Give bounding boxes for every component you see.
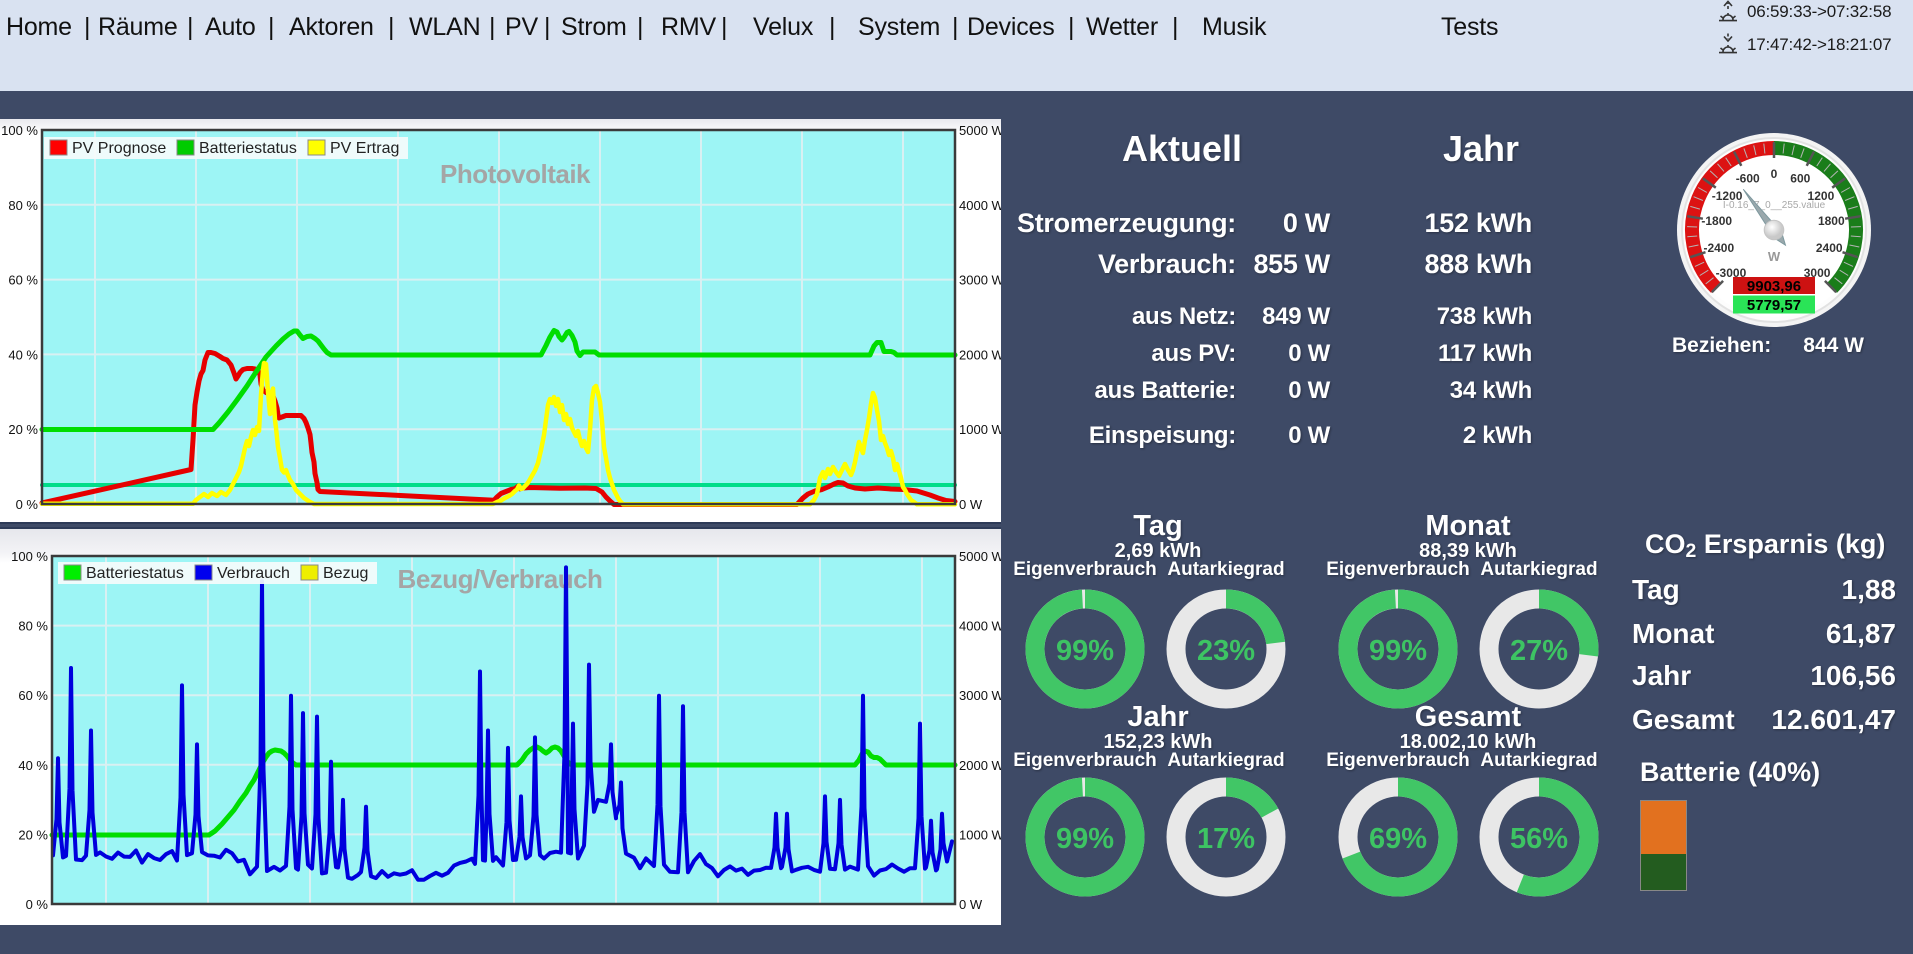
svg-text:0 %: 0 % xyxy=(26,897,49,912)
svg-text:I-0.16_7_0__255.value: I-0.16_7_0__255.value xyxy=(1723,200,1826,211)
svg-text:3000: 3000 xyxy=(1804,266,1831,280)
svg-text:40 %: 40 % xyxy=(18,758,48,773)
svg-text:5000 W: 5000 W xyxy=(959,549,1001,564)
svg-text:-600: -600 xyxy=(1736,171,1760,185)
svg-text:Bezug/Verbrauch: Bezug/Verbrauch xyxy=(398,564,603,594)
svg-text:99%: 99% xyxy=(1056,635,1114,667)
svg-text:0: 0 xyxy=(1771,167,1778,181)
svg-text:80 %: 80 % xyxy=(18,619,48,634)
svg-text:20 %: 20 % xyxy=(8,422,38,437)
svg-text:40 %: 40 % xyxy=(8,347,38,362)
svg-text:56%: 56% xyxy=(1510,823,1568,855)
svg-text:4000 W: 4000 W xyxy=(959,198,1001,213)
svg-text:60 %: 60 % xyxy=(8,273,38,288)
svg-text:1200: 1200 xyxy=(1808,189,1835,203)
svg-text:Batteriestatus: Batteriestatus xyxy=(199,140,297,157)
svg-text:-1200: -1200 xyxy=(1712,189,1743,203)
svg-text:80 %: 80 % xyxy=(8,198,38,213)
svg-text:9903,96: 9903,96 xyxy=(1747,278,1801,295)
svg-text:0 W: 0 W xyxy=(959,897,983,912)
svg-text:27%: 27% xyxy=(1510,635,1568,667)
svg-text:20 %: 20 % xyxy=(18,827,48,842)
svg-text:17%: 17% xyxy=(1197,823,1255,855)
svg-text:60 %: 60 % xyxy=(18,688,48,703)
svg-text:2000 W: 2000 W xyxy=(959,347,1001,362)
svg-text:2400: 2400 xyxy=(1816,241,1843,255)
svg-text:Bezug: Bezug xyxy=(323,565,368,582)
svg-text:3000 W: 3000 W xyxy=(959,273,1001,288)
svg-text:5779,57: 5779,57 xyxy=(1747,297,1801,314)
svg-text:PV Ertrag: PV Ertrag xyxy=(330,140,399,157)
svg-text:100 %: 100 % xyxy=(11,549,48,564)
svg-text:99%: 99% xyxy=(1369,635,1427,667)
svg-text:0 W: 0 W xyxy=(959,497,983,512)
svg-text:Verbrauch: Verbrauch xyxy=(217,565,290,582)
svg-text:W: W xyxy=(1768,249,1781,264)
svg-text:600: 600 xyxy=(1790,171,1810,185)
svg-text:-1800: -1800 xyxy=(1701,214,1732,228)
svg-text:0 %: 0 % xyxy=(16,497,39,512)
svg-text:1000 W: 1000 W xyxy=(959,422,1001,437)
svg-text:69%: 69% xyxy=(1369,823,1427,855)
svg-text:1000 W: 1000 W xyxy=(959,827,1001,842)
svg-text:1800: 1800 xyxy=(1818,214,1845,228)
svg-text:23%: 23% xyxy=(1197,635,1255,667)
svg-text:100 %: 100 % xyxy=(1,123,38,138)
svg-text:3000 W: 3000 W xyxy=(959,688,1001,703)
svg-text:99%: 99% xyxy=(1056,823,1114,855)
svg-text:5000 W: 5000 W xyxy=(959,123,1001,138)
svg-text:4000 W: 4000 W xyxy=(959,619,1001,634)
svg-text:Batteriestatus: Batteriestatus xyxy=(86,565,184,582)
svg-text:2000 W: 2000 W xyxy=(959,758,1001,773)
svg-text:Photovoltaik: Photovoltaik xyxy=(440,159,591,189)
svg-text:-2400: -2400 xyxy=(1703,241,1734,255)
svg-text:PV Prognose: PV Prognose xyxy=(72,140,166,157)
svg-text:-3000: -3000 xyxy=(1716,266,1747,280)
